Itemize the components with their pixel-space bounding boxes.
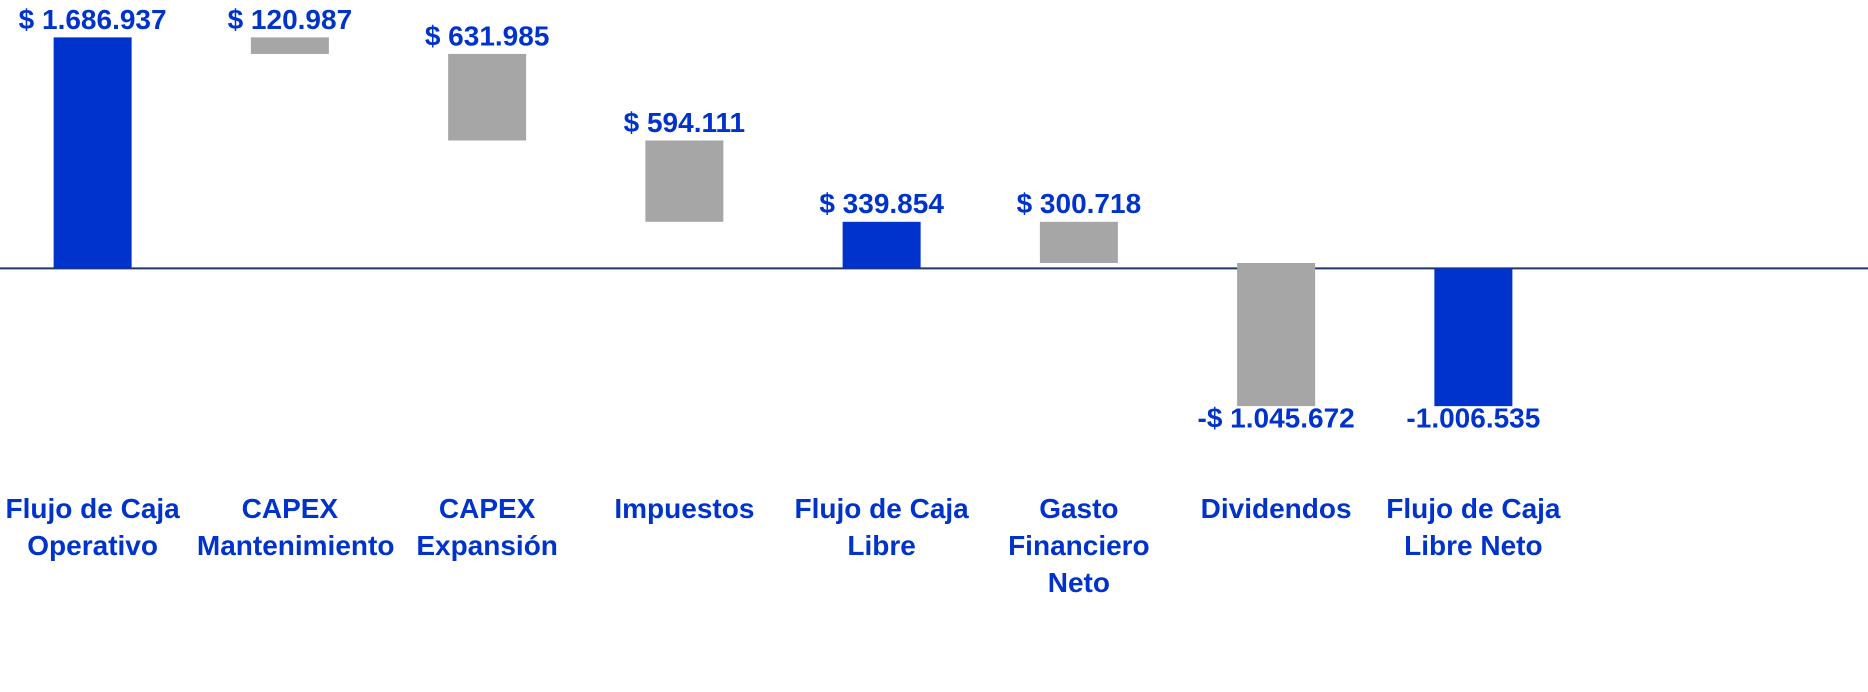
x-tick-label: Flujo de Caja Operativo	[5, 493, 180, 561]
bar	[250, 37, 329, 54]
value-label: $ 1.686.937	[19, 4, 167, 35]
value-label: $ 300.718	[1017, 188, 1142, 219]
bar	[53, 37, 132, 269]
bar	[1039, 221, 1118, 263]
x-tick-label: Dividendos	[1200, 493, 1352, 524]
bar	[1434, 268, 1513, 407]
x-tick-label: Flujo de Caja Libre	[794, 493, 969, 561]
value-label: -1.006.535	[1406, 403, 1540, 434]
x-tick-label: CAPEX Mantenimiento	[196, 493, 395, 561]
bar	[448, 53, 527, 141]
x-tick-label: CAPEX Expansión	[416, 493, 558, 561]
value-label: $ 631.985	[425, 20, 550, 51]
x-tick-label: Impuestos	[614, 493, 755, 524]
bar	[842, 221, 921, 269]
value-label: $ 120.987	[228, 4, 353, 35]
bar	[645, 140, 724, 222]
x-tick-label: Gasto Financiero Neto	[1008, 493, 1150, 598]
value-label: $ 339.854	[819, 188, 944, 219]
value-label: -$ 1.045.672	[1198, 403, 1355, 434]
value-label: $ 594.111	[624, 107, 745, 138]
x-tick-label: Flujo de Caja Libre Neto	[1386, 493, 1561, 561]
bar	[1237, 262, 1316, 407]
